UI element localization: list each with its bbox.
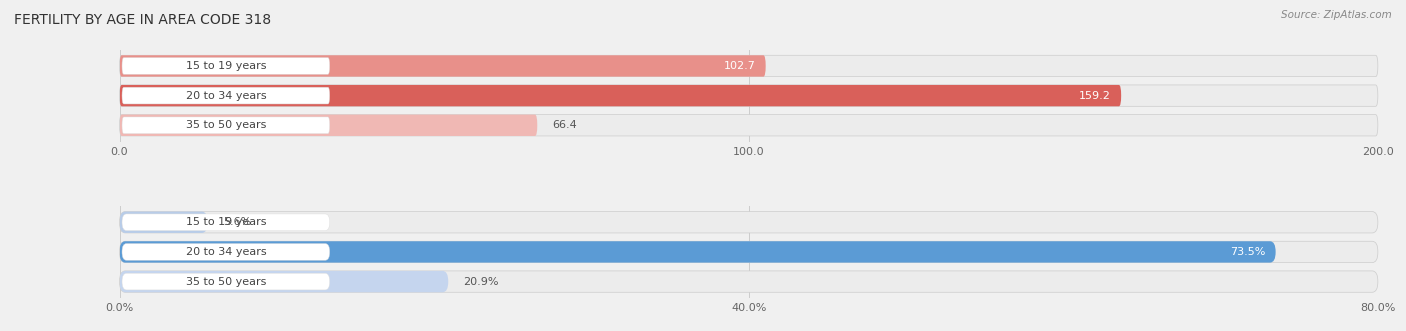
Text: 35 to 50 years: 35 to 50 years: [186, 120, 266, 130]
FancyBboxPatch shape: [120, 271, 449, 292]
Text: 35 to 50 years: 35 to 50 years: [186, 277, 266, 287]
Text: 15 to 19 years: 15 to 19 years: [186, 217, 266, 227]
FancyBboxPatch shape: [120, 241, 1378, 262]
Text: 102.7: 102.7: [724, 61, 755, 71]
Text: 73.5%: 73.5%: [1230, 247, 1265, 257]
FancyBboxPatch shape: [122, 117, 329, 134]
Text: 20 to 34 years: 20 to 34 years: [186, 91, 266, 101]
Text: 15 to 19 years: 15 to 19 years: [186, 61, 266, 71]
FancyBboxPatch shape: [122, 244, 329, 260]
FancyBboxPatch shape: [120, 241, 1275, 262]
FancyBboxPatch shape: [120, 212, 208, 233]
FancyBboxPatch shape: [120, 85, 1378, 106]
FancyBboxPatch shape: [120, 55, 766, 77]
FancyBboxPatch shape: [120, 55, 1378, 77]
FancyBboxPatch shape: [120, 115, 537, 136]
FancyBboxPatch shape: [122, 87, 329, 104]
Text: 20 to 34 years: 20 to 34 years: [186, 247, 266, 257]
FancyBboxPatch shape: [120, 85, 1121, 106]
FancyBboxPatch shape: [122, 58, 329, 74]
FancyBboxPatch shape: [120, 212, 1378, 233]
Text: 159.2: 159.2: [1080, 91, 1111, 101]
Text: 66.4: 66.4: [553, 120, 576, 130]
Text: Source: ZipAtlas.com: Source: ZipAtlas.com: [1281, 10, 1392, 20]
FancyBboxPatch shape: [122, 214, 329, 231]
FancyBboxPatch shape: [120, 271, 1378, 292]
FancyBboxPatch shape: [120, 115, 1378, 136]
Text: 20.9%: 20.9%: [464, 277, 499, 287]
Text: FERTILITY BY AGE IN AREA CODE 318: FERTILITY BY AGE IN AREA CODE 318: [14, 13, 271, 27]
Text: 5.6%: 5.6%: [222, 217, 250, 227]
FancyBboxPatch shape: [122, 273, 329, 290]
